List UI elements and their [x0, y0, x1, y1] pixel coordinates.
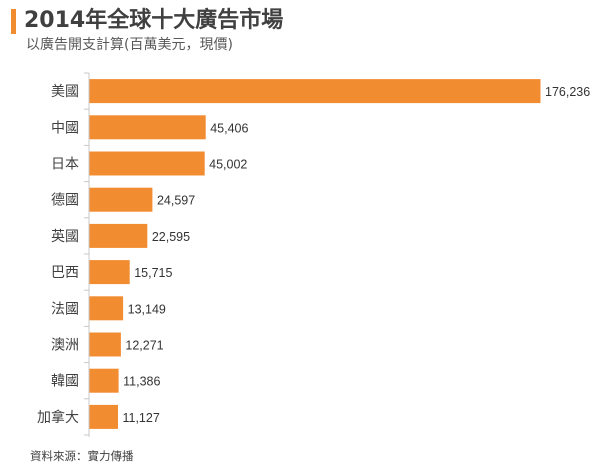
bar-4	[89, 223, 148, 248]
category-label: 韓國	[51, 374, 79, 390]
bar-7	[89, 332, 121, 357]
category-label: 美國	[51, 84, 79, 100]
value-label: 45,406	[210, 121, 248, 135]
category-label: 日本	[51, 157, 79, 173]
category-label: 英國	[51, 228, 79, 245]
bar-9	[89, 404, 118, 429]
value-label: 176,236	[545, 85, 590, 99]
bar-5	[89, 260, 130, 285]
value-label: 13,149	[128, 302, 166, 316]
bar-2	[89, 151, 205, 176]
bar-3	[89, 187, 153, 212]
bar-6	[89, 296, 124, 321]
chart-subtitle: 以廣告開支計算(百萬美元，現價)	[26, 37, 233, 53]
bar-8	[89, 368, 119, 393]
category-label: 加拿大	[37, 409, 79, 426]
value-label: 22,595	[152, 230, 190, 244]
category-label: 澳洲	[51, 338, 79, 354]
bar-1	[89, 115, 206, 140]
title-accent-bar	[11, 9, 16, 34]
category-label: 中國	[51, 120, 79, 136]
chart-title: 2014年全球十大廣告市場	[24, 8, 284, 33]
category-label: 法國	[51, 301, 79, 317]
bar-0	[89, 79, 541, 104]
value-label: 12,271	[125, 339, 163, 353]
value-label: 11,386	[123, 375, 160, 389]
value-label: 11,127	[122, 411, 159, 425]
category-label: 德國	[51, 193, 79, 209]
category-label: 巴西	[51, 265, 79, 281]
value-label: 15,715	[134, 266, 172, 280]
value-label: 24,597	[157, 194, 195, 208]
source-note: 資料來源：實力傳播	[30, 449, 134, 463]
value-label: 45,002	[209, 158, 247, 172]
